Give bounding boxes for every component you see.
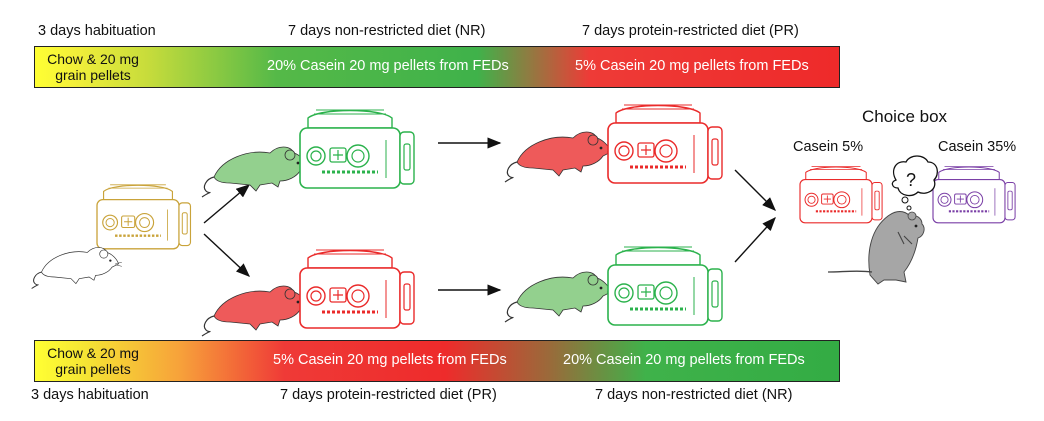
bottom-diet-timeline-bar: Chow & 20 mg grain pellets 5% Casein 20 m… [34,340,840,382]
habituation-mouse [31,246,123,289]
top-nr-diet-text: 20% Casein 20 mg pellets from FEDs [267,58,509,74]
bottom-pr-mouse [201,285,313,337]
top-phase-pr-label: 7 days protein-restricted diet (PR) [582,23,799,39]
bottom-phase-nr-label: 7 days non-restricted diet (NR) [595,387,793,403]
top-pr-feeder [606,103,724,185]
top-phase-nr-label: 7 days non-restricted diet (NR) [288,23,486,39]
bottom-chow-label: Chow & 20 mg grain pellets [47,344,139,377]
thought-question-mark: ? [906,170,916,190]
top-chow-label: Chow & 20 mg grain pellets [47,50,139,83]
casein-5-label: Casein 5% [793,139,864,155]
top-phase-habituation-label: 3 days habituation [38,23,156,39]
choice-grey-mouse [827,211,925,285]
bottom-nr-mouse [504,271,616,323]
choice-casein-35-feeder [931,165,1017,224]
bottom-nr-diet-text: 20% Casein 20 mg pellets from FEDs [563,352,805,368]
habituation-feeder [95,183,192,251]
thought-bubble [891,155,939,211]
bottom-pr-diet-text: 5% Casein 20 mg pellets from FEDs [273,352,507,368]
bottom-nr-feeder [606,245,724,327]
arrow-to-top-branch [203,184,251,224]
top-nr-feeder [298,108,416,190]
arrow-top-to-choice [734,169,776,211]
top-nr-mouse [201,146,313,198]
top-pr-mouse [504,131,616,183]
bottom-pr-feeder [298,248,416,330]
casein-35-label: Casein 35% [938,139,1017,155]
arrow-to-bottom-branch [203,233,251,277]
bottom-phase-habituation-label: 3 days habituation [31,387,149,403]
choice-box-title: Choice box [862,107,948,126]
arrow-bottom-to-choice [734,216,776,263]
bottom-phase-pr-label: 7 days protein-restricted diet (PR) [280,387,497,403]
choice-casein-5-feeder [798,165,884,224]
top-pr-diet-text: 5% Casein 20 mg pellets from FEDs [575,58,809,74]
top-diet-timeline-bar: Chow & 20 mg grain pellets 20% Casein 20 … [34,46,840,88]
